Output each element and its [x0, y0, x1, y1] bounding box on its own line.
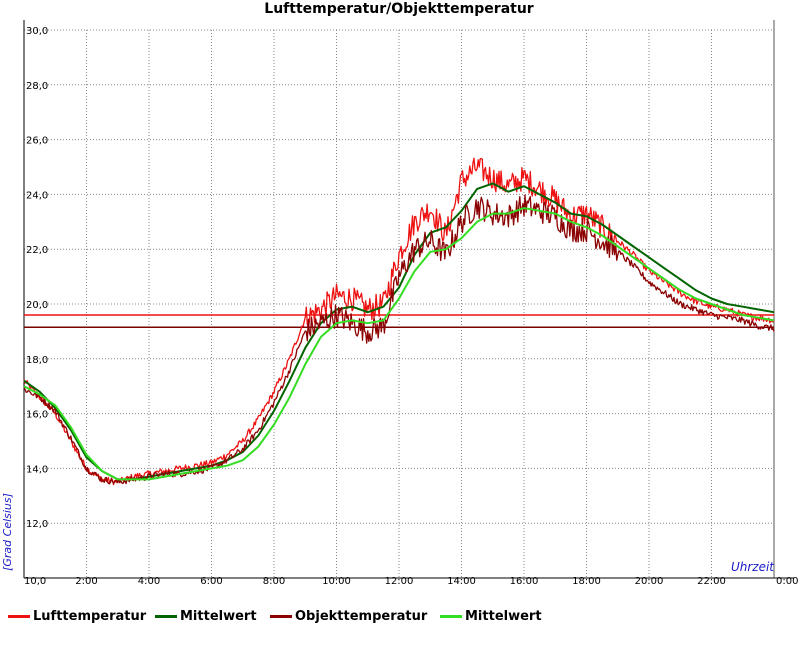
y-tick-label: 24,0	[26, 190, 48, 201]
x-tick-label: 0:00	[776, 576, 798, 587]
x-axis-label: Uhrzeit	[731, 560, 775, 574]
x-tick-label: 16:00	[510, 576, 539, 587]
series-lines	[23, 157, 775, 486]
legend-item: Lufttemperatur	[8, 606, 146, 626]
legend-label: Mittelwert	[465, 608, 542, 624]
y-tick-labels: 12,0 14,0 16,0 18,0 20,0 22,0 24,0 26,0 28,0 30,0	[26, 26, 48, 530]
x-tick-label: 14:00	[447, 576, 476, 587]
y-tick-label: 12,0	[26, 519, 48, 530]
x-tick-label: 6:00	[200, 576, 222, 587]
legend-item: Mittelwert	[155, 606, 257, 626]
chart-title: Lufttemperatur/Objekttemperatur	[264, 1, 534, 17]
x-tick-label: 12:00	[385, 576, 414, 587]
legend-swatch	[270, 614, 292, 618]
legend-item: Objekttemperatur	[270, 606, 427, 626]
x-tick-label: 10:00	[322, 576, 351, 587]
x-tick-labels: 10,0 2:00 4:00 6:00 8:00 10:00 12:00 14:00 16:00…	[24, 576, 798, 587]
legend-swatch	[155, 614, 177, 618]
reference-lines	[24, 314, 774, 329]
y-tick-label: 28,0	[26, 81, 48, 92]
legend-label: Lufttemperatur	[33, 608, 147, 624]
legend-item: Mittelwert	[440, 606, 542, 626]
y-tick-label: 16,0	[26, 410, 48, 421]
series-line-1	[23, 182, 775, 481]
y-tick-label: 22,0	[26, 245, 48, 256]
series-line-3	[23, 207, 775, 481]
legend-label: Mittelwert	[180, 608, 257, 624]
x-tick-label: 2:00	[75, 576, 97, 587]
x-tick-label: 4:00	[138, 576, 160, 587]
x-tick-label: 10,0	[24, 576, 46, 587]
y-tick-label: 30,0	[26, 26, 48, 37]
y-axis-label: [Grad Celsius]	[1, 493, 14, 571]
x-tick-label: 20:00	[635, 576, 664, 587]
series-line-2	[23, 194, 775, 485]
x-tick-label: 22:00	[697, 576, 726, 587]
grid-lines	[23, 29, 775, 579]
y-tick-label: 20,0	[26, 300, 48, 311]
axes	[23, 20, 794, 579]
x-tick-label: 8:00	[263, 576, 285, 587]
legend-label: Objekttemperatur	[295, 608, 428, 624]
x-tick-label: 18:00	[572, 576, 601, 587]
chart-legend: Lufttemperatur Mittelwert Objekttemperatur…	[0, 606, 800, 630]
legend-swatch	[440, 614, 462, 618]
y-tick-label: 26,0	[26, 136, 48, 147]
legend-swatch	[8, 614, 30, 618]
y-tick-label: 14,0	[26, 464, 48, 475]
y-tick-label: 18,0	[26, 355, 48, 366]
